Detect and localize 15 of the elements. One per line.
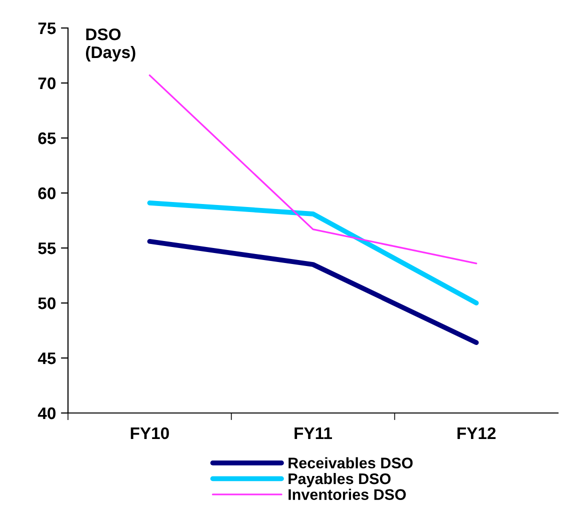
legend-label: Payables DSO (288, 472, 391, 488)
y-tick-label: 55 (38, 242, 56, 254)
y-tick-label: 45 (38, 352, 56, 364)
y-tick-label: 65 (38, 132, 56, 144)
y-tick-label: 60 (38, 187, 56, 200)
x-tick-label: FY11 (294, 428, 332, 439)
y-tick-label: 70 (38, 77, 56, 90)
y-tick-label: 75 (38, 22, 56, 34)
x-tick-label: FY12 (458, 427, 496, 439)
legend-label: Receivables DSO (288, 457, 413, 468)
y-tick-label: 40 (38, 407, 56, 420)
y-tick-label: 50 (38, 297, 56, 310)
y-axis-title: DSO (Days) (86, 28, 136, 62)
legend-label: Inventories DSO (288, 488, 406, 500)
x-tick-label: FY10 (130, 427, 169, 440)
